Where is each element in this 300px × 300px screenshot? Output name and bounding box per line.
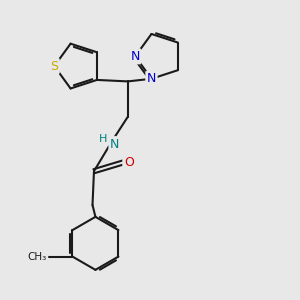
Text: CH₃: CH₃ <box>27 252 46 262</box>
Text: N: N <box>110 138 119 151</box>
Text: O: O <box>124 156 134 169</box>
Text: H: H <box>99 134 108 144</box>
Text: N: N <box>130 50 140 63</box>
Text: S: S <box>50 60 58 73</box>
Text: N: N <box>147 72 156 85</box>
